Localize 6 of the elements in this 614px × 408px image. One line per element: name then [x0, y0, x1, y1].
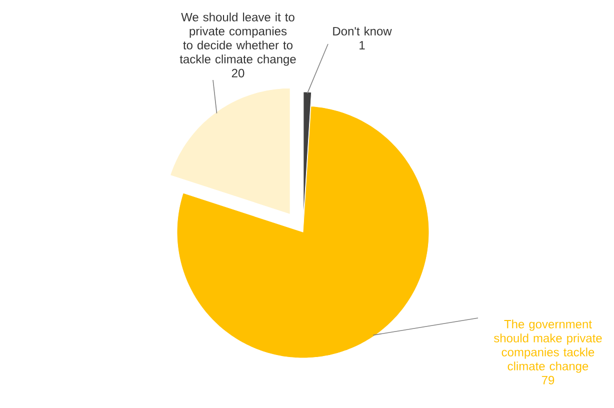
slice-label: Don't know — [333, 26, 392, 36]
data-label: 20 — [232, 68, 244, 78]
data-label: 79 — [542, 376, 554, 384]
slice-label: The government should make private companies tackle climate change — [494, 320, 602, 373]
slice-label: We should leave it to private companies to decide whether to tackle climate change — [180, 12, 296, 66]
data-label: 1 — [360, 41, 365, 50]
